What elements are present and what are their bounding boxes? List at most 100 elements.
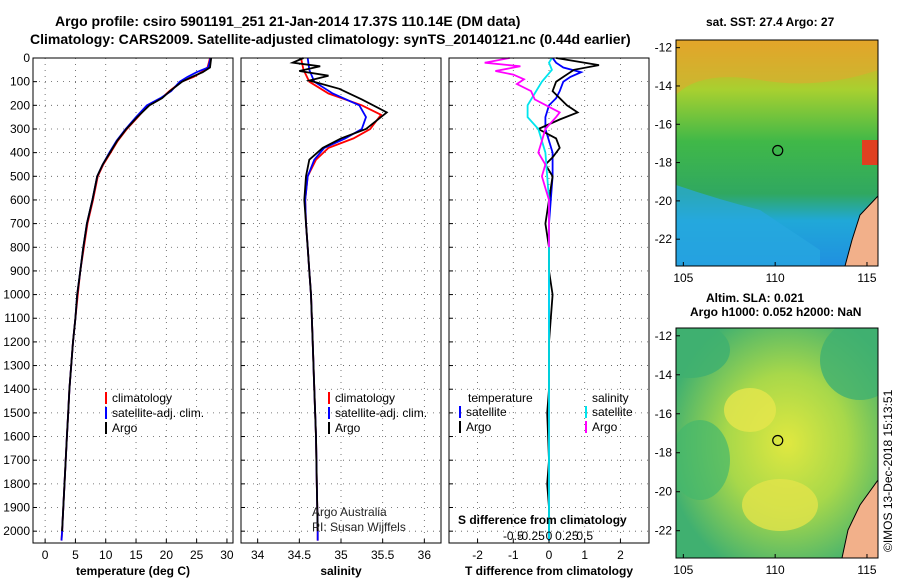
top-tick-label: 0 [546, 529, 553, 543]
map-y-tick-label: -20 [655, 485, 673, 499]
figure-title-line2: Climatology: CARS2009. Satellite-adjuste… [30, 31, 631, 47]
x-tick-label: 25 [190, 548, 204, 562]
legend-label-satellite: satellite-adj. clim. [112, 406, 204, 420]
top-tick-label: -0.25 [517, 529, 545, 543]
argo-float-marker [772, 434, 784, 447]
map-x-tick-label: 110 [766, 271, 785, 285]
x-tick-label: 2 [617, 548, 624, 562]
y-tick-label: 1700 [3, 453, 30, 467]
y-tick-label: 900 [10, 264, 30, 278]
difference-legend: temperature salinity satellite Argo sate… [459, 391, 633, 434]
sla-high-region [742, 479, 818, 531]
coastline-land [841, 479, 878, 558]
legend-label-temp-argo: Argo [466, 420, 492, 434]
series-line-argo [484, 57, 562, 248]
imos-credit: ©IMOS 13-Dec-2018 15:13:51 [881, 389, 895, 552]
sst-cold-region [676, 185, 820, 266]
map-y-tick-label: -14 [655, 368, 673, 382]
series-line-argo [536, 57, 600, 532]
sst-map-ticks: 105 110 115 -22 -20 -18 -16 -14 -12 [655, 41, 877, 285]
credit-line2: PI: Susan Wijffels [312, 520, 406, 534]
temperature-panel: 0 5 10 15 20 25 30 temperature (deg C) 0 100 200 30… [3, 51, 234, 578]
map-y-tick-label: -12 [655, 41, 673, 55]
map-y-tick-label: -22 [655, 232, 673, 246]
map-x-tick-label: 105 [673, 271, 693, 285]
coastline-land [844, 195, 878, 266]
x-tick-label: -2 [472, 548, 483, 562]
map-y-tick-label: -22 [655, 524, 673, 538]
legend-label-climatology: climatology [112, 391, 172, 405]
sla-map-title-line1: Altim. SLA: 0.021 [706, 291, 804, 305]
x-tick-label: 15 [129, 548, 143, 562]
legend-label-sal-satellite: satellite [592, 405, 633, 419]
x-tick-label: 30 [220, 548, 234, 562]
x-tick-label: 34.5 [288, 548, 312, 562]
sla-low-region [676, 420, 730, 500]
legend-header-temperature: temperature [468, 391, 533, 405]
map-x-tick-label: 115 [857, 271, 876, 285]
sla-map-ticks: 105 110 115 -22 -20 -18 -16 -14 -12 [655, 329, 877, 577]
sla-map-frame [675, 327, 879, 559]
salinity-panel: 34 34.5 35 35.5 36 salinity [240, 57, 442, 578]
plot-frame [32, 57, 234, 544]
x-tick-label: 35.5 [371, 548, 395, 562]
y-tick-label: 600 [10, 193, 30, 207]
legend-header-salinity: salinity [592, 391, 629, 405]
y-tick-label: 300 [10, 122, 30, 136]
credit-line1: Argo Australia [312, 505, 387, 519]
x-axis-label: salinity [320, 564, 362, 578]
x-tick-label: 35 [334, 548, 348, 562]
map-x-tick-label: 115 [857, 563, 876, 577]
sst-map-title: sat. SST: 27.4 Argo: 27 [706, 15, 835, 29]
y-tick-label: 1100 [4, 311, 30, 325]
legend-label-climatology: climatology [335, 391, 395, 405]
sla-high-region [724, 388, 776, 432]
sla-low-region [676, 328, 730, 378]
temperature-legend: climatology satellite-adj. clim. Argo [105, 391, 204, 435]
y-tick-label: 700 [10, 217, 30, 231]
map-y-tick-label: -18 [655, 156, 673, 170]
y-tick-label: 200 [10, 98, 30, 112]
map-x-tick-label: 110 [766, 563, 785, 577]
x-axis-label: temperature (deg C) [76, 564, 190, 578]
salinity-legend: climatology satellite-adj. clim. Argo [328, 391, 427, 435]
x-tick-label: 0 [546, 548, 553, 562]
y-tick-label: 500 [10, 169, 30, 183]
map-y-tick-label: -18 [655, 446, 673, 460]
legend-label-argo: Argo [335, 421, 361, 435]
y-tick-label: 1400 [3, 382, 30, 396]
map-y-tick-label: -20 [655, 194, 673, 208]
sst-hot-spot [862, 140, 878, 165]
map-y-tick-label: -12 [655, 329, 673, 343]
y-tick-label: 1200 [3, 335, 30, 349]
x-tick-label: 10 [99, 548, 113, 562]
argo-float-marker [772, 144, 784, 157]
y-tick-label: 100 [10, 75, 30, 89]
x-axis-label: T difference from climatology [465, 564, 633, 578]
legend-label-satellite: satellite-adj. clim. [335, 406, 427, 420]
legend-label-argo: Argo [112, 421, 138, 435]
y-tick-label: 400 [10, 146, 30, 160]
series-line-satellite-adj-clim [304, 57, 367, 541]
top-tick-label: 0.25 [555, 529, 579, 543]
top-tick-label: -0.5 [503, 529, 524, 543]
y-tick-label: 1600 [3, 430, 30, 444]
x-tick-label: 36 [418, 548, 432, 562]
y-tick-label: 1000 [3, 288, 30, 302]
difference-top-ticks: -0.5-0.25 0 0.250.5 [503, 529, 593, 543]
y-tick-label: 2000 [3, 524, 30, 538]
difference-top-label: S difference from climatology [458, 513, 627, 527]
series-line-argo [289, 57, 389, 532]
y-tick-label: 0 [23, 51, 30, 65]
x-tick-label: -1 [508, 548, 519, 562]
x-tick-label: 20 [160, 548, 174, 562]
x-tick-label: 34 [251, 548, 265, 562]
y-tick-label: 800 [10, 240, 30, 254]
x-tick-label: 1 [581, 548, 588, 562]
sla-map: Altim. SLA: 0.021 Argo h1000: 0.052 h200… [655, 291, 879, 577]
series-line-satellite [544, 57, 584, 541]
y-tick-label: 1900 [3, 501, 30, 515]
map-y-tick-label: -16 [655, 407, 673, 421]
x-tick-label: 5 [72, 548, 79, 562]
